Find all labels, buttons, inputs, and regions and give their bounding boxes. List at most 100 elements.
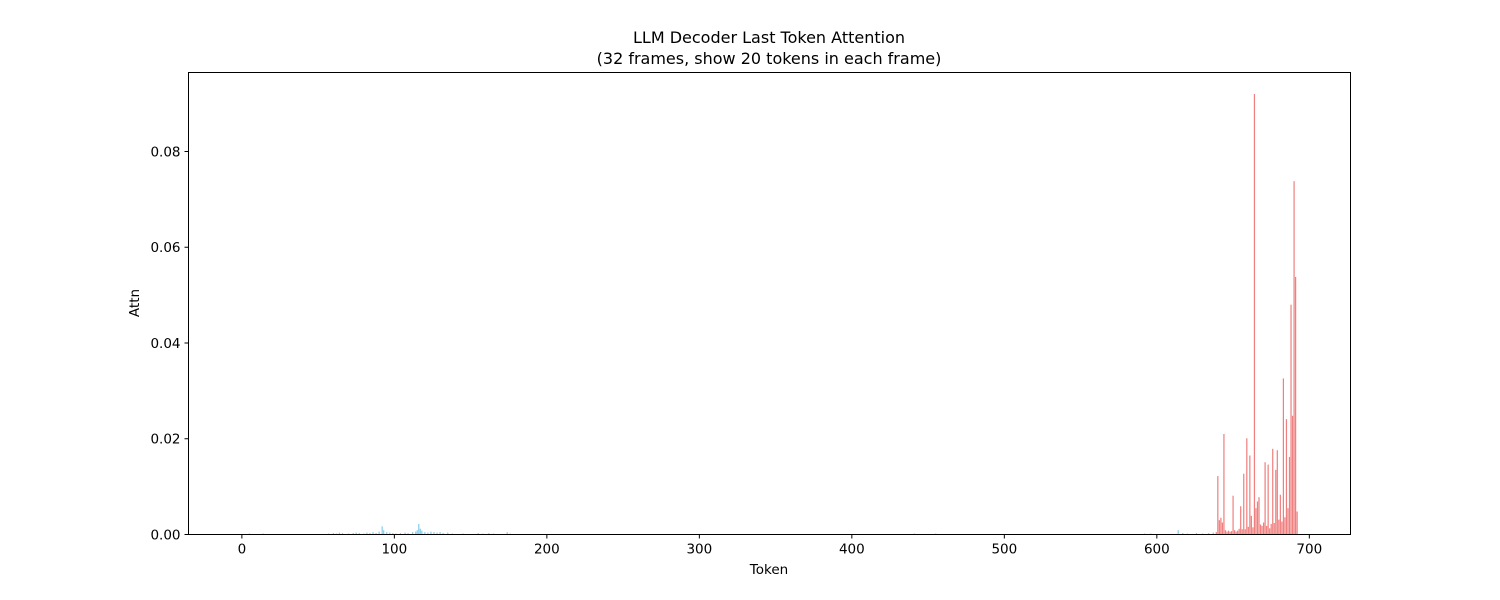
bar-series0-token-64: [338, 532, 341, 535]
bar-series1-token-686: [1287, 508, 1289, 535]
bar-series0-token-92: [381, 526, 383, 535]
bar-series1-token-669: [1261, 525, 1263, 535]
bar-series1-token-645: [1224, 530, 1227, 535]
plot-frame: [188, 72, 1351, 535]
bar-series0-token-122: [427, 532, 429, 535]
bar-series0-token-99: [392, 533, 394, 535]
bar-series1-token-664: [1253, 94, 1256, 535]
bar-series1-token-644: [1223, 433, 1225, 535]
bar-series0-token-60: [332, 533, 334, 535]
bar-series0-token-104: [399, 533, 402, 535]
bar-series1-token-689: [1291, 415, 1294, 535]
bar-series1-token-691: [1294, 276, 1297, 535]
bar-series0-token-73: [352, 533, 354, 535]
bar-series0-token-614: [1177, 530, 1179, 535]
bar-series1-token-642: [1220, 517, 1222, 535]
bar-series0-token-132: [442, 533, 444, 535]
bars-layer: [248, 94, 1298, 535]
y-tick-label-3: 0.06: [150, 240, 180, 256]
x-axis-label: Token: [749, 562, 788, 578]
bar-series0-token-162: [488, 533, 490, 535]
bar-series1-token-692: [1296, 511, 1298, 535]
bar-series1-token-672: [1266, 525, 1268, 535]
bar-series1-token-666: [1256, 501, 1259, 535]
x-tick-label-0: 0: [238, 542, 247, 558]
bar-series0-token-93: [383, 530, 385, 535]
bar-series1-token-671: [1264, 462, 1266, 535]
bar-series0-token-135: [447, 532, 449, 535]
bar-series0-token-116: [418, 523, 420, 535]
bar-series1-token-653: [1237, 530, 1239, 535]
bar-series1-token-639: [1215, 532, 1217, 535]
bar-series0-token-112: [412, 532, 414, 535]
y-axis-label: Attn: [127, 289, 143, 317]
bar-series0-token-124: [430, 531, 432, 535]
bar-series1-token-657: [1243, 473, 1245, 535]
bar-series1-token-688: [1290, 304, 1292, 535]
bar-series0-token-130: [439, 532, 441, 535]
bar-series0-token-174: [506, 532, 508, 535]
bar-series1-token-646: [1226, 531, 1228, 535]
bar-series1-token-651: [1234, 530, 1236, 535]
bar-series0-token-115: [416, 530, 418, 535]
y-tick-label-0: 0.00: [150, 528, 180, 544]
bar-series1-token-661: [1249, 455, 1251, 535]
bar-series1-token-690: [1293, 181, 1295, 535]
x-tick-label-400: 400: [839, 542, 865, 558]
bar-series1-token-652: [1235, 531, 1237, 535]
chart-title: LLM Decoder Last Token Attention: [633, 28, 905, 47]
bar-series1-token-654: [1238, 528, 1240, 535]
bar-series1-token-668: [1259, 524, 1262, 535]
bar-series1-token-662: [1250, 515, 1252, 535]
bar-series0-token-109: [407, 533, 409, 535]
bar-series0-token-128: [436, 532, 438, 535]
bar-series1-token-684: [1284, 517, 1286, 535]
bar-series1-token-655: [1240, 506, 1242, 535]
bar-series1-token-659: [1246, 438, 1248, 535]
y-axis-ticks: 0.00 0.02 0.04 0.06 0.08: [150, 144, 189, 544]
bar-series1-token-660: [1247, 526, 1249, 535]
bar-series0-token-90: [378, 531, 380, 535]
bar-series1-token-650: [1232, 495, 1234, 535]
x-tick-label-500: 500: [991, 542, 1017, 558]
x-tick-label-600: 600: [1144, 542, 1170, 558]
bar-series1-token-674: [1269, 528, 1271, 535]
bar-series0-token-126: [433, 532, 435, 535]
bar-series0-token-75: [355, 532, 357, 535]
y-tick-label-1: 0.02: [150, 432, 180, 448]
bar-series1-token-677: [1273, 523, 1275, 535]
bar-series1-token-673: [1267, 464, 1269, 535]
y-tick-label-4: 0.08: [150, 144, 180, 160]
bar-series1-token-685: [1285, 419, 1288, 535]
bar-series1-token-683: [1282, 378, 1285, 535]
bar-series1-token-656: [1241, 529, 1243, 535]
bar-series0-token-617: [1182, 533, 1184, 535]
bar-series0-token-95: [386, 532, 388, 535]
bar-series1-token-643: [1221, 522, 1224, 535]
x-tick-label-200: 200: [534, 542, 560, 558]
bar-series0-token-88: [375, 533, 377, 535]
bar-series1-token-640: [1217, 476, 1219, 535]
bar-series1-token-641: [1218, 520, 1220, 535]
bar-series0-token-114: [415, 531, 417, 535]
bar-series0-token-82: [366, 532, 368, 535]
bar-series0-token-86: [372, 532, 374, 535]
bar-series1-token-675: [1270, 523, 1272, 535]
x-tick-label-300: 300: [686, 542, 712, 558]
bar-series0-token-120: [424, 532, 426, 535]
x-tick-label-100: 100: [381, 542, 407, 558]
bar-series1-token-681: [1279, 494, 1281, 535]
chart-subtitle: (32 frames, show 20 tokens in each frame…: [597, 49, 942, 68]
bar-series0-token-84: [369, 533, 371, 535]
bar-series0-token-637: [1212, 532, 1214, 535]
bar-series0-token-155: [477, 533, 479, 535]
x-tick-label-700: 700: [1296, 542, 1322, 558]
bar-series0-token-66: [341, 533, 344, 535]
bar-series1-token-665: [1255, 508, 1257, 535]
bar-series1-token-663: [1252, 527, 1254, 535]
bar-series0-token-626: [1195, 533, 1198, 535]
bar-series1-token-658: [1244, 529, 1246, 535]
bar-series1-token-648: [1229, 531, 1231, 535]
